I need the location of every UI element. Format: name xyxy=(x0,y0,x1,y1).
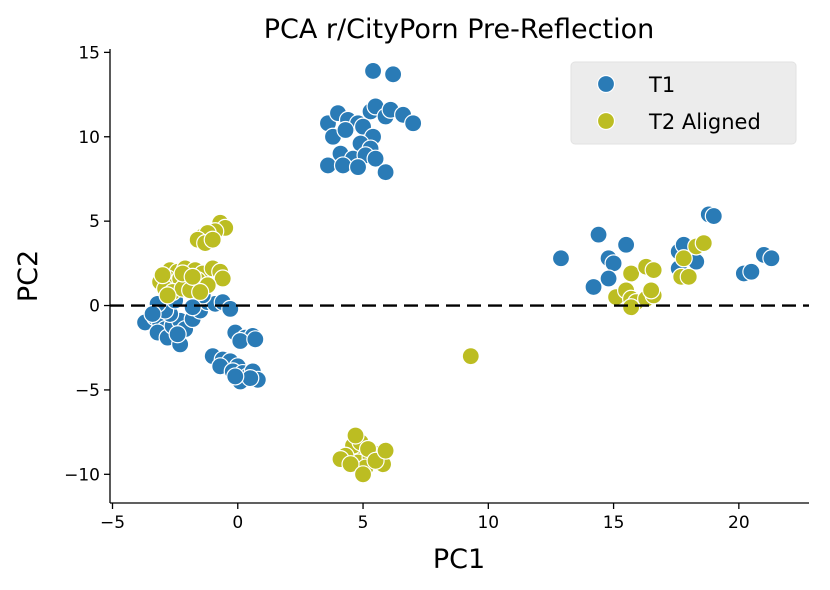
data-point xyxy=(376,163,395,182)
data-point xyxy=(191,282,210,302)
legend-marker-t1 xyxy=(596,74,616,94)
data-point xyxy=(231,331,250,351)
data-point xyxy=(604,254,623,273)
data-point xyxy=(622,264,641,283)
data-point xyxy=(599,269,618,288)
data-point xyxy=(644,260,663,280)
data-point xyxy=(679,267,698,286)
data-point xyxy=(622,298,641,317)
data-point xyxy=(461,347,480,366)
y-tick-label: 15 xyxy=(78,43,100,63)
data-point xyxy=(183,267,202,286)
x-axis-ticks: −5 0 5 10 15 20 xyxy=(100,503,750,533)
chart-title: PCA r/CityPorn Pre-Reflection xyxy=(264,14,654,45)
data-point xyxy=(226,367,245,386)
data-point xyxy=(742,262,761,281)
data-point xyxy=(183,298,202,317)
data-point xyxy=(404,114,423,133)
x-tick-label: 0 xyxy=(232,513,243,533)
x-tick-label: 10 xyxy=(477,513,499,533)
x-tick-label: 20 xyxy=(728,513,750,533)
x-tick-label: −5 xyxy=(100,513,125,533)
y-tick-label: −10 xyxy=(64,465,100,485)
data-point xyxy=(153,266,172,285)
data-point xyxy=(341,455,360,474)
data-point xyxy=(348,158,368,177)
data-point xyxy=(384,65,403,84)
legend: T1 T2 Aligned xyxy=(570,61,797,145)
data-point xyxy=(642,281,661,300)
data-point xyxy=(246,330,265,349)
data-point xyxy=(158,286,177,305)
data-point xyxy=(363,61,383,81)
series-t2-aligned xyxy=(151,213,713,484)
legend-box xyxy=(570,61,797,145)
legend-label-t2-aligned: T2 Aligned xyxy=(648,110,761,134)
data-point xyxy=(589,225,608,244)
data-point xyxy=(333,156,353,175)
y-tick-label: −5 xyxy=(75,381,100,401)
y-axis-ticks: −10 −5 0 5 10 15 xyxy=(64,43,110,485)
data-point xyxy=(213,269,232,288)
data-point xyxy=(221,299,240,319)
data-point xyxy=(353,465,373,484)
data-point xyxy=(674,249,693,268)
y-tick-label: 0 xyxy=(89,297,100,317)
data-point xyxy=(704,206,723,226)
data-point xyxy=(551,249,571,268)
data-point xyxy=(203,230,222,249)
data-point xyxy=(346,426,365,445)
data-point xyxy=(584,277,603,297)
x-axis-label: PC1 xyxy=(433,544,485,575)
y-tick-label: 10 xyxy=(78,128,100,148)
legend-marker-t2-aligned xyxy=(596,111,616,131)
data-point xyxy=(168,325,187,344)
data-point xyxy=(617,235,636,254)
legend-label-t1: T1 xyxy=(648,73,675,97)
data-point xyxy=(241,369,260,388)
points-layer xyxy=(135,61,781,484)
data-point xyxy=(694,233,713,253)
data-point xyxy=(762,249,781,268)
data-point xyxy=(376,441,395,460)
x-tick-label: 15 xyxy=(603,513,625,533)
data-point xyxy=(143,304,162,324)
y-tick-label: 5 xyxy=(89,212,100,232)
x-tick-label: 5 xyxy=(358,513,369,533)
y-axis-label: PC2 xyxy=(13,250,44,302)
data-point xyxy=(336,120,355,140)
data-point xyxy=(366,149,385,168)
